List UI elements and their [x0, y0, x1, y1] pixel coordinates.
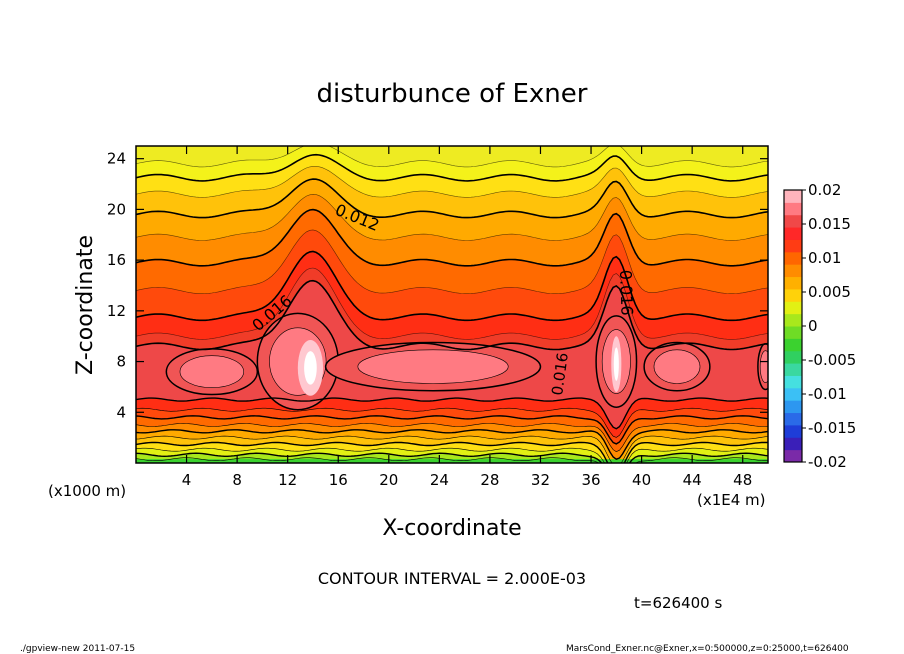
contour-line-lower [136, 441, 768, 463]
high-value-cores [165, 312, 768, 411]
x-tick-label: 48 [733, 471, 752, 489]
core-mid [179, 355, 244, 388]
x-axis-label: X-coordinate [382, 516, 521, 541]
colorbar-swatch [784, 375, 802, 389]
colorbar-swatch [784, 449, 802, 463]
contour-line-lower [136, 429, 768, 460]
contour-line-upper [136, 250, 768, 322]
colorbar-swatch [784, 400, 802, 414]
x-axis-unit: (x1E4 m) [697, 491, 766, 509]
colorbar-swatch [784, 326, 802, 339]
colorbar-label: 0.01 [808, 249, 841, 267]
contour-interval: CONTOUR INTERVAL = 2.000E-03 [318, 569, 586, 588]
x-axis: 4 8 12 16 20 24 28 32 36 40 44 48 [182, 146, 752, 489]
colorbar: 0.02 0.015 0.01 0.005 0 -0.005 -0.01 -0.015 -0.0… [783, 181, 856, 471]
colorbar-label: -0.02 [808, 453, 847, 471]
colorbar-swatch [784, 214, 802, 228]
footer-right: MarsCond_Exner.nc@Exner,x=0:500000,z=0:2… [566, 644, 849, 654]
core-mid [759, 350, 768, 383]
y-tick-label: 16 [107, 251, 126, 269]
x-tick-label: 8 [232, 471, 242, 489]
colorbar-label: 0 [808, 317, 818, 335]
plot-frame [135, 145, 769, 464]
contour-line-lower [136, 415, 768, 445]
colorbar-swatch [784, 227, 802, 240]
y-axis-label: Z-coordinate [73, 235, 98, 375]
colorbar-label: -0.01 [808, 385, 847, 403]
contour-line-lower [136, 447, 768, 463]
contour-line-upper [136, 193, 768, 241]
colorbar-swatch [784, 239, 802, 253]
x-tick-label: 24 [430, 471, 449, 489]
band-bottom [136, 459, 768, 463]
contour-lines [136, 146, 768, 463]
x-tick-label: 12 [278, 471, 297, 489]
x-tick-label: 4 [182, 471, 192, 489]
core-mid [653, 349, 701, 384]
contour-line-lower [136, 457, 768, 463]
contour-line-upper [136, 208, 768, 267]
colorbar-swatch [784, 251, 802, 265]
contour-line-lower [136, 423, 768, 452]
core-peak [613, 347, 619, 381]
x-tick-label: 44 [683, 471, 702, 489]
color-bands [136, 146, 768, 463]
colorbar-swatch [784, 202, 802, 216]
contour-line-upper [136, 267, 768, 340]
colorbar-swatch [784, 338, 802, 352]
x-tick-label: 40 [632, 471, 651, 489]
colorbar-swatch [784, 387, 802, 401]
contour-line-lower [136, 452, 768, 463]
y-tick-label: 20 [107, 200, 126, 218]
contour-line-lower [136, 435, 768, 463]
contour-line-lower [136, 397, 768, 430]
colorbar-swatch [784, 264, 802, 278]
colorbar-swatch [784, 350, 802, 364]
y-tick-label: 24 [107, 150, 126, 168]
contour-line-upper [136, 279, 768, 351]
x-tick-label: 32 [531, 471, 550, 489]
y-axis: 4 8 12 16 20 24 [107, 150, 768, 421]
y-tick-label: 4 [116, 403, 126, 421]
colorbar-swatch [784, 288, 802, 302]
colorbar-swatch [784, 301, 802, 315]
contour-line-upper [136, 178, 768, 219]
contour-line-upper [136, 229, 768, 294]
core-peak [304, 351, 317, 385]
colorbar-swatch [784, 276, 802, 290]
colorbar-swatch [784, 412, 802, 426]
colorbar-label: -0.015 [808, 419, 856, 437]
y-tick-label: 8 [116, 353, 126, 371]
contour-line-upper [136, 166, 768, 198]
x-tick-label: 28 [480, 471, 499, 489]
colorbar-swatch [784, 190, 802, 203]
colorbar-label: 0.005 [808, 283, 851, 301]
core-mid [357, 349, 509, 384]
colorbar-swatch [784, 363, 802, 376]
plot-field [136, 146, 768, 463]
time-label: t=626400 s [634, 594, 722, 612]
colorbar-swatch [784, 424, 802, 438]
colorbar-swatch [784, 313, 802, 327]
colorbar-label: 0.02 [808, 181, 841, 199]
contour-line-lower [136, 407, 768, 438]
contour-label-mid: 0.016 [548, 352, 572, 397]
x-tick-label: 16 [329, 471, 348, 489]
colorbar-label: 0.015 [808, 215, 851, 233]
contour-line-upper [136, 146, 768, 168]
y-tick-label: 12 [107, 302, 126, 320]
footer-left: ./gpview-new 2011-07-15 [20, 644, 135, 654]
x-tick-label: 36 [581, 471, 600, 489]
x-tick-label: 20 [379, 471, 398, 489]
contour-line-upper [136, 153, 768, 182]
contour-label-right: 0.016 [616, 269, 637, 315]
y-axis-unit: (x1000 m) [48, 482, 126, 500]
chart-title: disturbunce of Exner [317, 79, 588, 109]
colorbar-label: -0.005 [808, 351, 856, 369]
colorbar-swatch [784, 437, 802, 451]
